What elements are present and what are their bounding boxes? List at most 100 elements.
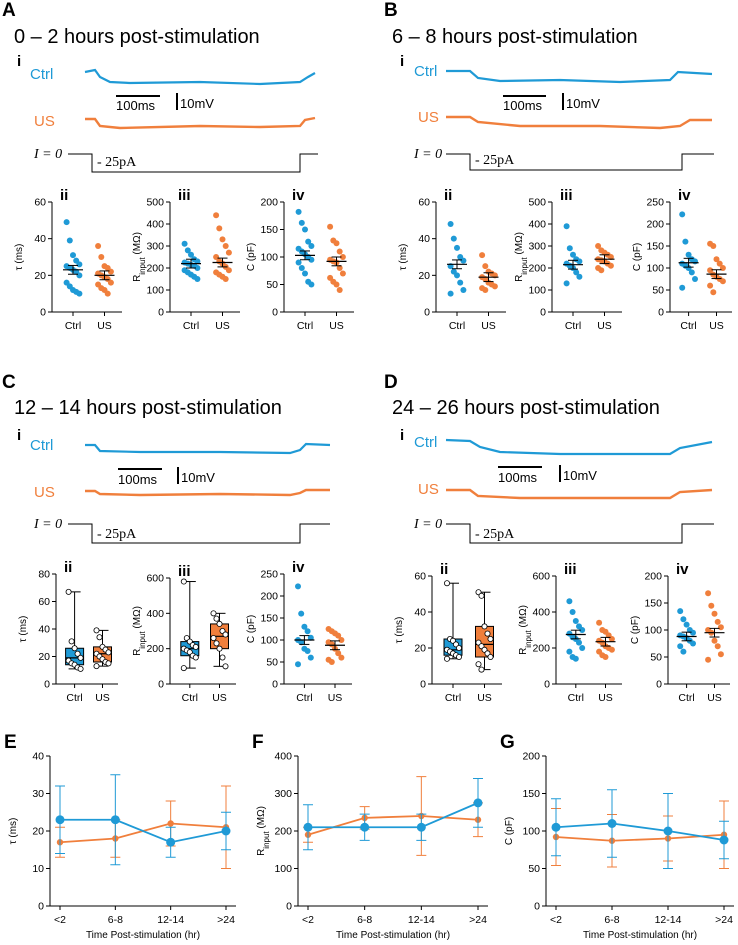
us-trace xyxy=(446,115,712,130)
data-point xyxy=(65,588,72,595)
data-point xyxy=(216,620,223,627)
series-line xyxy=(307,815,479,836)
y-tick-label: 400 xyxy=(532,607,550,619)
data-point xyxy=(298,265,305,271)
data-point xyxy=(443,655,450,662)
data-point xyxy=(76,272,83,279)
data-point xyxy=(74,650,81,657)
data-point xyxy=(455,654,462,661)
series-us xyxy=(594,243,615,274)
voltage-scale-label: 10mV xyxy=(180,96,214,111)
series-ctrl xyxy=(63,219,83,297)
data-point xyxy=(295,259,302,266)
series-us xyxy=(706,240,727,296)
data-point xyxy=(213,212,220,219)
y-axis-label: C (pF) xyxy=(630,616,641,644)
y-tick-label: 0 xyxy=(44,679,50,691)
data-point xyxy=(181,240,188,247)
us-label: US xyxy=(418,109,439,126)
voltage-scale-label: 10mV xyxy=(566,96,600,111)
subpanel-label: iii xyxy=(560,187,573,204)
current-zero-label: I = 0 xyxy=(33,517,62,532)
ctrl-trace xyxy=(446,69,713,84)
data-point xyxy=(96,634,103,641)
data-point xyxy=(167,820,174,827)
y-tick-label: 400 xyxy=(528,219,546,231)
panel-title: 24 – 26 hours post-stimulation xyxy=(392,397,660,419)
series-us xyxy=(475,589,494,673)
data-point xyxy=(336,265,343,271)
x-tick-label: US xyxy=(215,320,230,332)
ctrl-label: Ctrl xyxy=(30,66,53,83)
y-axis-label: Rinput (MΩ) xyxy=(514,232,529,282)
y-axis-label: τ (ms) xyxy=(14,244,25,271)
data-point xyxy=(602,654,609,660)
data-point xyxy=(717,651,724,658)
data-point xyxy=(576,258,583,265)
y-tick-label: 100 xyxy=(146,285,164,297)
y-tick-label: 150 xyxy=(646,241,664,253)
series-us xyxy=(55,785,231,869)
chart-b-iv: 0 50 100 150 200 250 Ctrl US iv C (pF) xyxy=(632,187,732,332)
data-point xyxy=(607,819,617,828)
x-tick-label: 6-8 xyxy=(108,914,123,926)
data-point xyxy=(679,284,686,291)
data-point xyxy=(166,837,176,847)
y-tick-label: 60 xyxy=(418,197,430,209)
data-point xyxy=(213,640,220,647)
data-point xyxy=(711,637,718,644)
series-ctrl xyxy=(551,789,729,869)
y-axis-label: C (pF) xyxy=(246,615,257,643)
x-tick-label: 6-8 xyxy=(357,914,372,926)
panel-letter: A xyxy=(2,0,16,21)
data-point xyxy=(194,276,201,282)
x-tick-label: Ctrl xyxy=(449,320,465,332)
data-point xyxy=(566,648,573,655)
series-us xyxy=(704,590,725,663)
data-point xyxy=(107,268,114,275)
series-line xyxy=(308,802,479,829)
data-point xyxy=(719,835,729,845)
y-tick-label: 0 xyxy=(658,307,664,319)
data-point xyxy=(335,632,342,639)
voltage-scale-label: 10mV xyxy=(563,468,597,483)
y-tick-label: 400 xyxy=(274,751,292,763)
data-point xyxy=(301,623,308,630)
y-tick-label: 600 xyxy=(146,573,164,585)
data-point xyxy=(210,610,217,617)
y-tick-label: 40 xyxy=(34,233,46,245)
data-point xyxy=(180,665,187,672)
panel-a: A 0 – 2 hours post-stimulation i Ctrl 10… xyxy=(2,0,318,173)
panel-d: D 24 – 26 hours post-stimulation i Ctrl … xyxy=(384,372,714,544)
y-tick-label: 500 xyxy=(146,197,164,209)
y-tick-label: 200 xyxy=(646,219,664,231)
y-tick-label: 500 xyxy=(528,197,546,209)
data-point xyxy=(335,650,342,657)
subpanel-label: iv xyxy=(676,561,689,578)
x-axis-label: Time Post-stimulation (hr) xyxy=(583,930,697,941)
data-point xyxy=(680,616,687,623)
data-point xyxy=(110,815,120,825)
data-point xyxy=(683,621,690,628)
chart-d-ii: 0 20 40 60 Ctrl US ii τ (ms) xyxy=(394,561,502,704)
data-point xyxy=(484,630,491,637)
data-point xyxy=(598,267,605,274)
data-point xyxy=(216,225,223,232)
y-tick-label: 60 xyxy=(38,596,50,608)
subpanel-label: ii xyxy=(444,187,452,204)
data-point xyxy=(607,262,614,269)
data-point xyxy=(680,648,687,655)
data-point xyxy=(77,665,84,672)
data-point xyxy=(478,666,485,673)
data-point xyxy=(579,645,586,651)
current-step-label: - 25pA xyxy=(97,155,137,170)
chart-a-ii: 0 20 40 60 Ctrl US ii τ (ms) xyxy=(14,187,122,332)
y-tick-label: 100 xyxy=(260,252,278,264)
y-tick-label: 0 xyxy=(420,679,426,691)
series-ctrl xyxy=(180,578,200,672)
y-tick-label: 300 xyxy=(528,241,546,253)
series-ctrl xyxy=(295,208,315,288)
us-trace xyxy=(85,488,330,497)
series-us xyxy=(595,619,616,660)
